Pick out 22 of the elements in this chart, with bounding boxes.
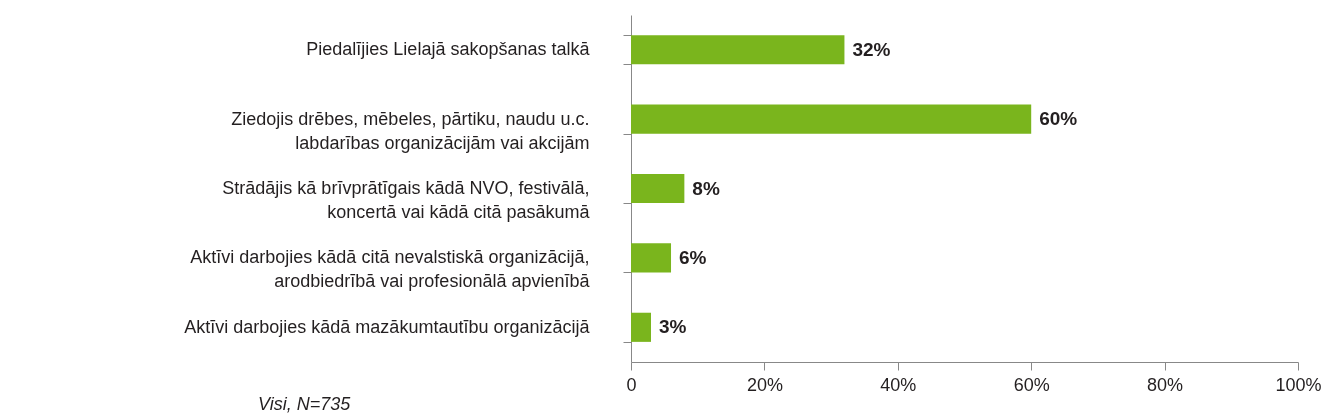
data-label: 8% [692,177,720,199]
data-label: 60% [1039,108,1078,130]
x-tick-label: 20% [746,374,783,395]
bar [631,243,672,273]
bar [631,35,845,65]
y-tick-label: Piedalījies Lielajā sakopšanas talkā [306,39,591,60]
y-tick-label: Ziedojis drēbes, mēbeles, pārtiku, naudu u.c. labdarības organizācijām vai akcijām [231,108,590,153]
y-tick-label: Aktīvi darbojies kādā mazākumtautību organizācijā [184,316,591,337]
bar [631,104,1032,134]
y-tick-label: Aktīvi darbojies kādā citā nevalstiskā organizācijā, arodbiedrībā vai profesionālā apvienībā [190,247,591,292]
data-label: 32% [852,38,891,60]
x-tick-label: 80% [1147,374,1184,395]
data-label: 6% [679,246,707,268]
text: Visi, N=735 [258,394,351,415]
x-tick-label: 0 [626,374,637,395]
data-label: 3% [659,316,687,338]
bar [631,312,652,342]
y-tick-label: Strādājis kā brīvprātīgais kādā NVO, festivālā, koncertā vai kādā citā pasākumā [222,178,591,222]
x-tick-label: 60% [1013,374,1050,395]
bar [631,173,685,204]
x-tick-label: 100% [1275,374,1322,395]
x-tick-label: 40% [880,374,917,395]
